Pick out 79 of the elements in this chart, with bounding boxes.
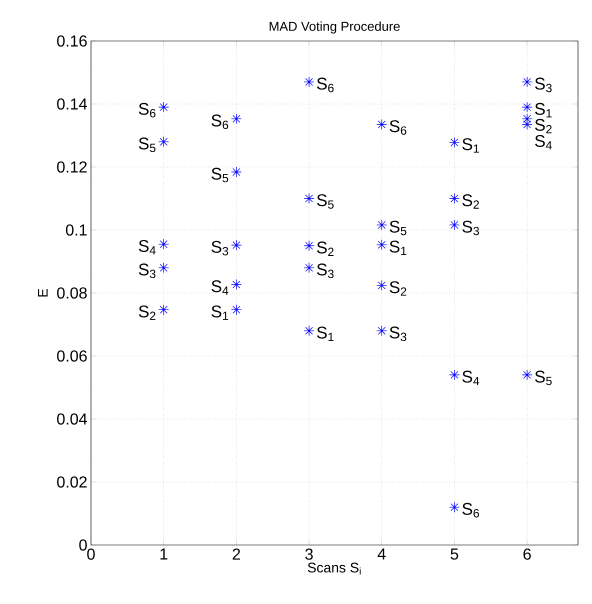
annotation: S$_{6}$: [317, 78, 334, 92]
annotation: S$_{2}$: [535, 118, 552, 134]
annotation: S$_{2}$: [138, 305, 156, 320]
annotation: S$_{3}$: [317, 264, 334, 278]
y-axis-title: E: [38, 288, 48, 297]
annotation: S$_{3}$: [535, 78, 552, 92]
annotation: S$_{6}$: [138, 102, 156, 118]
y-tick-label: 0.02: [57, 476, 87, 488]
annotation: S$_{6}$: [390, 120, 406, 135]
annotation: S$_{1}$: [462, 138, 479, 153]
annotation: S$_{4}$: [212, 280, 228, 295]
annotation: S$_{2}$: [390, 281, 406, 296]
point: [522, 113, 532, 124]
y-tick-label: 0.04: [57, 413, 88, 425]
annotation: S$_{5}$: [535, 370, 552, 386]
point: [376, 280, 388, 291]
point: [376, 119, 388, 130]
annotation: S$_{3}$: [462, 220, 480, 236]
annotation: S$_{1}$: [535, 102, 552, 118]
point: [231, 113, 242, 124]
y-tick-label: 0.14: [57, 98, 88, 110]
point: [231, 240, 242, 250]
annotation: S$_{4}$: [138, 240, 156, 254]
annotation: S$_{2}$: [317, 242, 334, 256]
annotation: S$_{5}$: [390, 220, 406, 236]
point: [376, 220, 388, 230]
point: [158, 136, 170, 148]
point: [449, 137, 460, 148]
point: [449, 220, 460, 230]
point: [522, 370, 532, 380]
x-tick-label: 6: [523, 548, 531, 560]
point: [304, 240, 314, 252]
point: [376, 325, 388, 336]
point: [304, 325, 314, 336]
x-tick-label: 1: [160, 548, 168, 560]
y-tick-label: 0.16: [57, 35, 87, 47]
point: [449, 193, 460, 204]
x-tick-label: 2: [232, 548, 240, 560]
annotation: S$_{5}$: [317, 194, 334, 209]
point: [158, 262, 170, 274]
point: [449, 370, 460, 380]
annotation: S$_{3}$: [212, 240, 228, 256]
annotation: S$_{4}$: [462, 370, 480, 386]
point: [522, 102, 532, 112]
annotation: S$_{6}$: [212, 114, 228, 130]
y-tick-label: 0.1: [66, 224, 87, 236]
annotation: S$_{1}$: [390, 240, 406, 255]
annotation: S$_{3}$: [390, 326, 406, 342]
x-axis-title: Scans S$_{i}$: [308, 562, 361, 575]
x-tick-label: 4: [378, 548, 386, 560]
point: [231, 166, 242, 178]
y-tick-label: 0.06: [57, 350, 87, 362]
point: [376, 239, 388, 250]
annotation: S$_{1}$: [317, 326, 334, 341]
annotation: S$_{1}$: [212, 305, 228, 320]
point: [158, 102, 170, 112]
annotation: S$_{3}$: [138, 264, 156, 278]
x-tick-label: 3: [305, 548, 313, 560]
point: [231, 279, 242, 290]
point: [158, 238, 170, 250]
annotation: S$_{5}$: [138, 138, 156, 152]
point: [231, 304, 242, 316]
y-tick-label: 0: [79, 539, 87, 551]
annotation: S$_{5}$: [212, 168, 228, 182]
annotation: S$_{6}$: [462, 502, 480, 518]
annotation: S$_{2}$: [462, 194, 479, 209]
point: [522, 119, 532, 130]
y-tick-label: 0.08: [57, 287, 87, 299]
point: [158, 304, 170, 316]
annotation: S$_{4}$: [535, 134, 552, 150]
x-tick-label: 5: [450, 548, 458, 560]
point: [304, 76, 314, 88]
point: [522, 76, 532, 88]
point: [449, 502, 460, 513]
point: [304, 193, 314, 204]
chart-title: MAD Voting Procedure: [270, 21, 400, 34]
y-tick-label: 0.12: [57, 161, 87, 173]
x-tick-label: 0: [87, 548, 95, 560]
point: [304, 262, 314, 274]
